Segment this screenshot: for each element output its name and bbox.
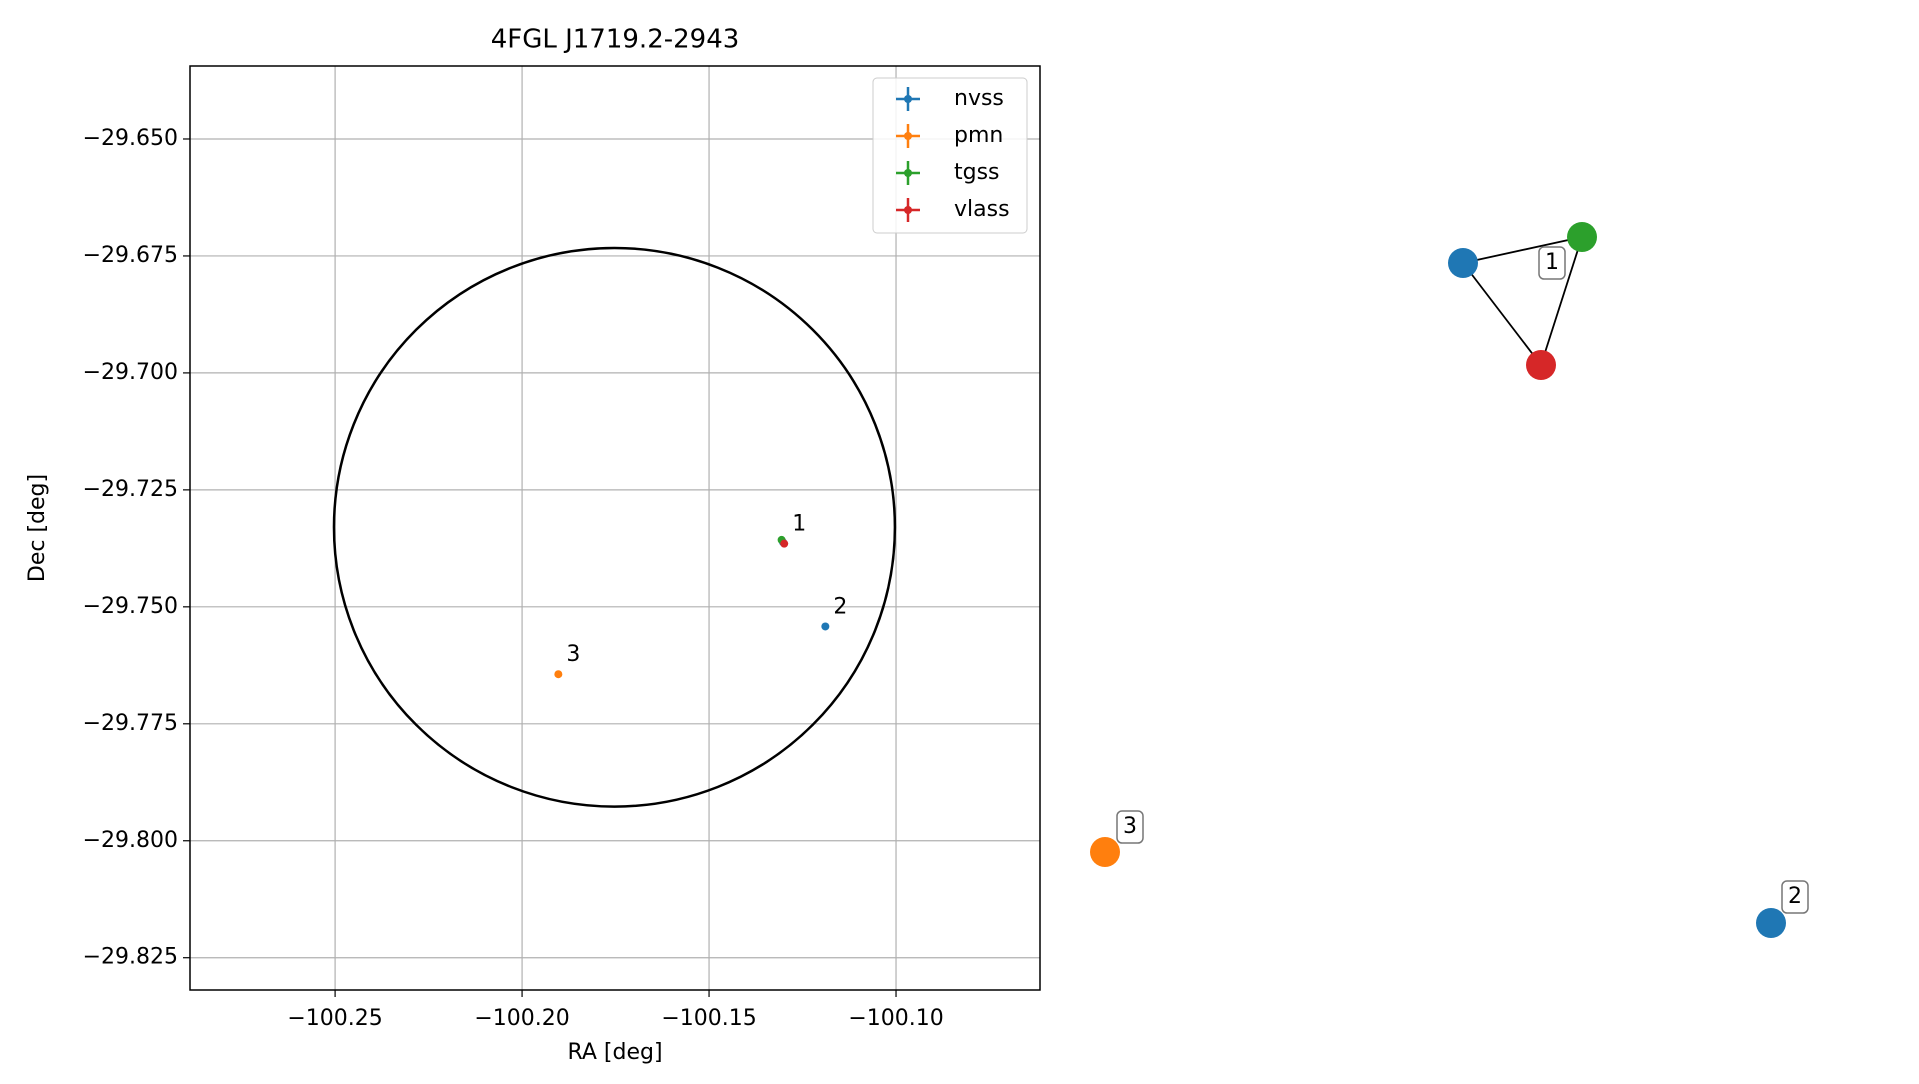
legend-label: tgss	[954, 160, 1000, 185]
point-annotation: 1	[792, 512, 806, 537]
x-tick-label: −100.15	[661, 1006, 756, 1031]
legend-marker	[904, 132, 912, 140]
graph-node	[1526, 350, 1556, 380]
graph-edge	[1462, 262, 1542, 366]
x-axis-label: RA [deg]	[567, 1040, 662, 1065]
group-label-box	[1538, 246, 1566, 280]
axes-frame	[189, 65, 1041, 991]
legend: nvss pmn tgss vlass	[872, 77, 1028, 234]
graph-node	[1448, 248, 1478, 278]
y-tick-label: −29.675	[83, 243, 178, 268]
chart-title: 4FGL J1719.2-2943	[491, 25, 740, 55]
group-label: 1	[1545, 250, 1559, 275]
group-label-box	[1781, 880, 1809, 914]
group-label: 3	[1123, 814, 1137, 839]
y-tick-label: −29.725	[83, 477, 178, 502]
legend-label: nvss	[954, 86, 1004, 111]
legend-marker	[904, 169, 912, 177]
legend-marker	[904, 95, 912, 103]
graph-edge	[1462, 236, 1583, 264]
y-tick-label: −29.775	[83, 711, 178, 736]
graph-edge	[1540, 236, 1583, 366]
y-tick-label: −29.750	[83, 594, 178, 619]
y-tick-label: −29.700	[83, 360, 178, 385]
x-tick-label: −100.10	[848, 1006, 943, 1031]
legend-marker	[904, 206, 912, 214]
graph-node	[1756, 908, 1786, 938]
graph-node	[1567, 222, 1597, 252]
point-annotation: 2	[833, 594, 847, 619]
legend-label: pmn	[954, 123, 1003, 148]
y-tick-label: −29.650	[83, 126, 178, 151]
point-annotation: 3	[566, 642, 580, 667]
legend-label: vlass	[954, 197, 1010, 222]
y-axis-label: Dec [deg]	[25, 474, 50, 582]
localization-ellipse	[332, 246, 897, 808]
group-label: 2	[1788, 884, 1802, 909]
group-label-box	[1116, 810, 1144, 844]
x-tick-label: −100.25	[287, 1006, 382, 1031]
y-tick-label: −29.825	[83, 945, 178, 970]
data-point	[821, 622, 830, 631]
data-point	[554, 670, 563, 679]
y-tick-label: −29.800	[83, 828, 178, 853]
x-tick-label: −100.20	[474, 1006, 569, 1031]
graph-node	[1090, 837, 1120, 867]
data-point	[780, 539, 789, 548]
legend-frame	[872, 77, 1028, 234]
